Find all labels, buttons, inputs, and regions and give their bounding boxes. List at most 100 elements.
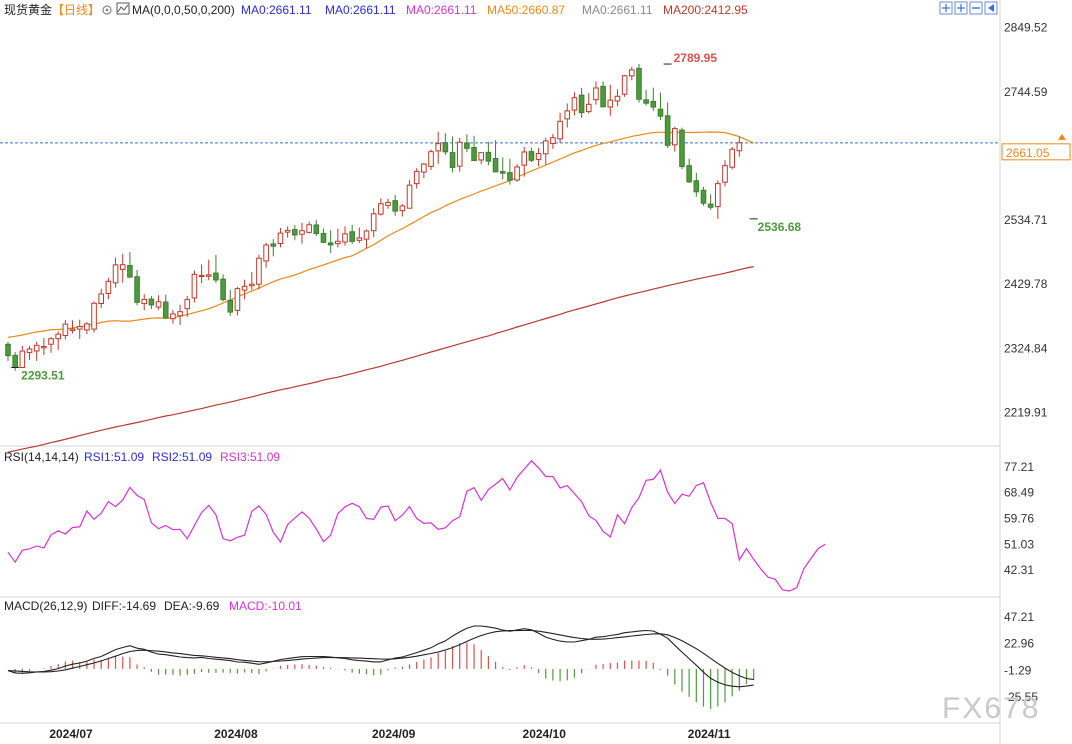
candle	[378, 198, 384, 216]
zoom-out-icon[interactable]	[954, 1, 968, 15]
candle-body	[514, 166, 520, 181]
candle	[270, 239, 277, 257]
zoom-in-icon[interactable]	[939, 1, 953, 15]
chart-header: 现货黄金 【日线】 MA(0,0,0,50,0,200) MA0:2661.11…	[4, 2, 748, 17]
candle-body	[442, 142, 449, 153]
rsi-tick: 68.49	[1004, 486, 1034, 500]
candle	[248, 272, 255, 290]
candle	[313, 219, 320, 237]
candle-body	[198, 274, 205, 277]
indicator-icon[interactable]	[116, 2, 130, 15]
candle-body	[69, 328, 76, 332]
candle-body	[335, 240, 341, 245]
candle-body	[672, 128, 678, 146]
candle	[134, 269, 140, 306]
candle	[521, 147, 528, 177]
candle-body	[421, 163, 427, 173]
watermark: FX678	[942, 692, 1040, 725]
macd-tick: 47.21	[1004, 610, 1034, 624]
collapse-icon[interactable]	[969, 1, 983, 15]
candle-body	[593, 87, 599, 101]
candle-body	[349, 231, 355, 242]
price-tick: 2534.71	[1004, 213, 1048, 227]
candle-body	[363, 230, 370, 240]
candle	[715, 180, 721, 219]
candle	[657, 92, 664, 121]
candle	[413, 168, 420, 189]
candle	[220, 274, 226, 302]
candle	[127, 252, 133, 278]
current-price-label: 2661.05	[1006, 146, 1050, 160]
price-tick: 2324.84	[1004, 341, 1048, 355]
candle	[435, 131, 441, 164]
low-price-label: 2536.68	[758, 220, 802, 234]
ma-value-2: MA0:2661.11	[325, 3, 396, 17]
price-tick: 2849.52	[1004, 21, 1048, 35]
candle	[198, 264, 205, 284]
candle-body	[191, 273, 198, 299]
rsi-tick: 77.21	[1004, 460, 1034, 474]
candle	[471, 135, 477, 162]
candle-body	[356, 237, 363, 241]
candle-body	[578, 94, 585, 114]
candle	[643, 89, 649, 106]
gear-icon[interactable]	[102, 5, 112, 15]
candle-body	[91, 302, 97, 330]
candle	[600, 81, 606, 108]
scroll-left-icon[interactable]	[984, 1, 998, 15]
candle	[628, 66, 635, 81]
candle-body	[5, 343, 11, 357]
candle-body	[76, 326, 83, 330]
candle	[672, 126, 678, 152]
candle	[306, 221, 312, 234]
candle	[292, 225, 298, 241]
candle	[421, 162, 427, 179]
candle-body	[456, 141, 463, 167]
candle	[707, 194, 714, 210]
macd-panel: MACD(26,12,9) DIFF:-14.69 DEA:-9.69 MACD…	[4, 599, 1038, 709]
candle-body	[284, 229, 291, 233]
candle	[105, 277, 112, 300]
rsi-tick: 59.76	[1004, 512, 1034, 526]
candle	[299, 222, 305, 244]
ma200-series	[7, 266, 754, 453]
candle	[356, 227, 363, 243]
candle-body	[464, 142, 470, 149]
candle-body	[399, 205, 406, 212]
candle-body	[722, 165, 728, 183]
candle-body	[148, 298, 155, 306]
candle-body	[256, 257, 262, 285]
candle	[693, 172, 700, 197]
candle-body	[248, 283, 255, 287]
diff-value: DIFF:-14.69	[92, 599, 156, 613]
candle-body	[542, 140, 549, 155]
time-axis: 2024/07 2024/08 2024/09 2024/10 2024/11	[49, 727, 731, 741]
candle	[507, 158, 513, 185]
candle-body	[227, 299, 234, 313]
candle-body	[48, 338, 54, 345]
candle-body	[292, 229, 298, 236]
candle-body	[134, 276, 140, 303]
candle	[614, 89, 621, 107]
candle	[456, 137, 463, 172]
dea-value: DEA:-9.69	[164, 599, 220, 613]
candle	[363, 229, 370, 249]
time-tick: 2024/09	[372, 727, 416, 741]
candle-body	[241, 285, 248, 291]
candle-body	[62, 323, 69, 337]
ma-value-1: MA0:2661.11	[241, 3, 312, 17]
instrument-name: 现货黄金	[4, 2, 52, 17]
candle-body	[263, 244, 269, 262]
candle	[392, 194, 398, 216]
candle	[155, 295, 162, 310]
ma50-series	[7, 131, 754, 338]
ma-params: MA(0,0,0,50,0,200)	[132, 3, 235, 17]
candle	[607, 84, 614, 116]
candle	[514, 164, 520, 182]
candle-body	[313, 224, 320, 235]
period-label[interactable]: 【日线】	[52, 3, 100, 17]
candle-body	[564, 110, 571, 120]
candle	[722, 160, 728, 187]
candle-body	[105, 280, 112, 294]
candle	[650, 87, 657, 111]
